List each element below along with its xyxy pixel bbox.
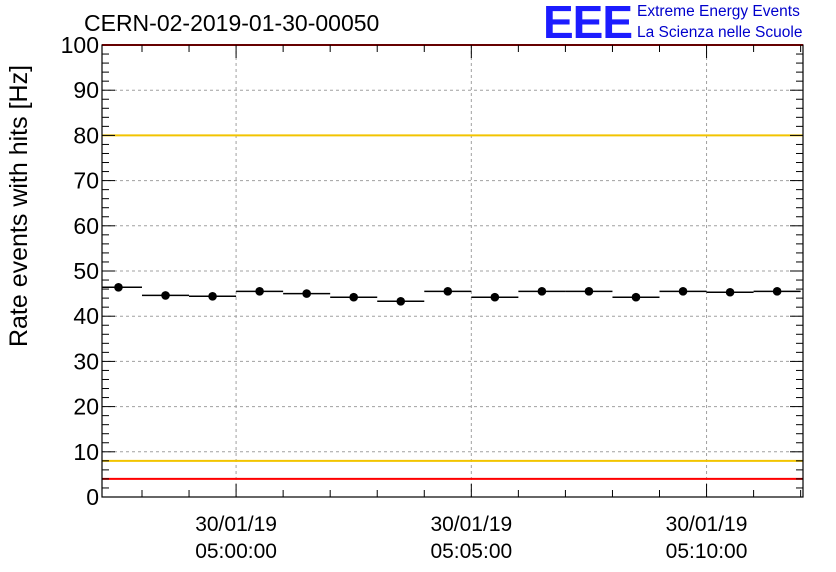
run-id-title: CERN-02-2019-01-30-00050 bbox=[84, 10, 380, 36]
y-tick-label: 0 bbox=[86, 484, 99, 510]
data-point bbox=[443, 287, 453, 296]
x-tick-time-label: 05:00:00 bbox=[195, 540, 277, 563]
y-tick-label: 30 bbox=[73, 348, 99, 374]
data-point bbox=[725, 287, 735, 297]
y-tick-label: 20 bbox=[73, 394, 99, 420]
data-point bbox=[349, 292, 359, 302]
y-tick-label: 70 bbox=[73, 168, 99, 194]
x-tick-time-label: 05:10:00 bbox=[666, 540, 748, 563]
data-point bbox=[772, 287, 782, 296]
data-point bbox=[537, 287, 547, 296]
y-tick-label: 90 bbox=[73, 77, 99, 103]
logo-line-1: Extreme Energy Events bbox=[637, 3, 800, 20]
x-tick-date-label: 30/01/19 bbox=[666, 513, 748, 536]
data-point bbox=[302, 289, 311, 298]
logo-mark: EEE bbox=[543, 0, 633, 48]
data-point bbox=[396, 296, 406, 306]
data-point bbox=[490, 292, 500, 302]
eee-logo: EEE Extreme Energy Events La Scienza nel… bbox=[543, 0, 833, 48]
data-point bbox=[161, 291, 170, 300]
x-tick-date-label: 30/01/19 bbox=[430, 513, 512, 536]
y-tick-label: 100 bbox=[61, 32, 99, 58]
y-tick-label: 80 bbox=[73, 122, 99, 148]
data-point bbox=[255, 287, 264, 296]
x-tick-date-label: 30/01/19 bbox=[195, 513, 277, 536]
y-tick-label: 60 bbox=[73, 213, 99, 239]
y-tick-label: 50 bbox=[73, 258, 99, 284]
y-axis-title: Rate events with hits [Hz] bbox=[5, 65, 33, 347]
y-tick-label: 10 bbox=[73, 439, 99, 465]
data-point bbox=[678, 287, 688, 296]
data-point bbox=[114, 282, 123, 292]
data-point bbox=[208, 292, 217, 301]
data-point bbox=[631, 292, 641, 302]
logo-line-2: La Scienza nelle Scuole bbox=[637, 24, 803, 41]
data-point bbox=[584, 287, 594, 296]
x-tick-time-label: 05:05:00 bbox=[430, 540, 512, 563]
y-tick-label: 40 bbox=[73, 303, 99, 329]
